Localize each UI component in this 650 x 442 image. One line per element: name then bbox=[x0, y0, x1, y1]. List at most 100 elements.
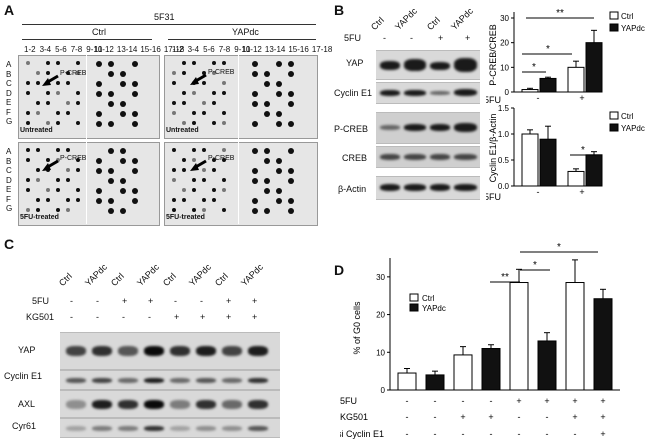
legend-label: Ctrl bbox=[621, 12, 634, 21]
array-spot bbox=[132, 81, 138, 87]
panel-a-label: A bbox=[4, 2, 15, 18]
array-spot bbox=[212, 158, 216, 162]
sign: + bbox=[600, 412, 605, 422]
sign: + bbox=[465, 33, 471, 43]
sign: + bbox=[122, 296, 128, 306]
untreated-label: Untreated bbox=[20, 127, 53, 134]
legend-swatch-ctrl bbox=[609, 111, 619, 120]
sign: + bbox=[174, 312, 180, 322]
array-spot bbox=[222, 208, 226, 212]
array-spot bbox=[264, 208, 270, 214]
array-spot bbox=[192, 61, 196, 65]
array-spot bbox=[66, 111, 70, 115]
array-spot bbox=[222, 148, 226, 152]
array-spot bbox=[212, 101, 216, 105]
panel-a-arrows bbox=[42, 73, 207, 171]
sign: + bbox=[516, 396, 521, 406]
array-spot bbox=[182, 198, 186, 202]
array-spot bbox=[76, 168, 80, 172]
array-spot bbox=[56, 81, 60, 85]
array-spot bbox=[108, 148, 114, 154]
array-spot bbox=[222, 61, 226, 65]
row-letter: C bbox=[6, 79, 12, 88]
col-label: 17-18 bbox=[311, 45, 333, 54]
band bbox=[118, 377, 138, 383]
band bbox=[248, 425, 268, 431]
array-spot bbox=[76, 101, 80, 105]
sign: - bbox=[434, 396, 437, 406]
array-spot bbox=[182, 61, 186, 65]
array-spot bbox=[108, 121, 114, 127]
array-spot bbox=[192, 111, 196, 115]
row-label: KG501 bbox=[26, 312, 55, 322]
array-spot bbox=[252, 168, 258, 174]
array-spot bbox=[182, 101, 186, 105]
sign: + bbox=[600, 429, 605, 439]
panel-a-row-letters-top: A B C D E F G bbox=[6, 60, 14, 127]
array-spot bbox=[192, 208, 196, 212]
array-spot bbox=[222, 188, 226, 192]
sign: - bbox=[518, 412, 521, 422]
band bbox=[66, 377, 86, 383]
array-spot bbox=[172, 81, 176, 85]
y-tick-label: 30 bbox=[376, 273, 385, 282]
array-spot bbox=[108, 101, 114, 107]
sign: + bbox=[226, 312, 232, 322]
array-spot bbox=[76, 188, 80, 192]
array-spot bbox=[26, 148, 30, 152]
array-spot bbox=[252, 71, 258, 77]
lane-label: YAPdc bbox=[448, 5, 475, 33]
band bbox=[144, 377, 164, 383]
sig-star: * bbox=[546, 44, 550, 55]
array-spot bbox=[132, 168, 138, 174]
protein-label: P-CREB bbox=[334, 124, 369, 134]
array-spot bbox=[132, 188, 138, 194]
bar-ctrl bbox=[521, 133, 539, 187]
array-spot bbox=[172, 178, 176, 182]
protein-label: YAP bbox=[18, 345, 36, 355]
band bbox=[222, 399, 242, 409]
array-spot bbox=[96, 91, 102, 97]
array-spot bbox=[96, 121, 102, 127]
sign: - bbox=[148, 312, 151, 322]
array-spot bbox=[276, 81, 282, 87]
legend-swatch-ctrl bbox=[609, 11, 619, 20]
array-spot bbox=[108, 61, 114, 67]
array-spot bbox=[76, 61, 80, 65]
bar-yapdc bbox=[537, 340, 557, 391]
array-spot bbox=[26, 91, 30, 95]
blot-yap bbox=[376, 50, 480, 80]
band bbox=[92, 377, 112, 383]
sig-star: * bbox=[581, 145, 585, 156]
y-axis-label: P-CREB/CREB bbox=[488, 24, 498, 86]
band bbox=[170, 399, 190, 409]
y-tick-label: 0.5 bbox=[498, 156, 510, 165]
array-spot bbox=[36, 148, 40, 152]
array-spot bbox=[120, 188, 126, 194]
array-spot bbox=[76, 158, 80, 162]
array-spot bbox=[276, 121, 282, 127]
chart-b-bottom: Cyclin E1/β-Actin - + 5FU 0.0 0.5 1.0 1.5 *… bbox=[486, 104, 645, 202]
array-spot bbox=[36, 101, 40, 105]
row-letter: B bbox=[6, 69, 12, 79]
array-spot bbox=[202, 81, 206, 85]
col-label: 5-6 bbox=[203, 45, 215, 54]
legend-swatch-yapdc bbox=[409, 303, 419, 312]
array-spot bbox=[56, 121, 60, 125]
array-spot bbox=[264, 111, 270, 117]
pcreb-label: P-CREB bbox=[208, 155, 235, 162]
y-tick-label: 20 bbox=[376, 311, 385, 320]
array-spot bbox=[96, 188, 102, 194]
array-spot bbox=[276, 158, 282, 164]
sign: - bbox=[462, 429, 465, 439]
arrow-icon bbox=[42, 74, 59, 86]
array-spot bbox=[56, 91, 60, 95]
array-spot bbox=[202, 198, 206, 202]
array-spot bbox=[264, 178, 270, 184]
array-spot bbox=[212, 91, 216, 95]
array-spot bbox=[76, 198, 80, 202]
row-label: 5FU bbox=[340, 396, 357, 406]
array-spot bbox=[56, 111, 60, 115]
